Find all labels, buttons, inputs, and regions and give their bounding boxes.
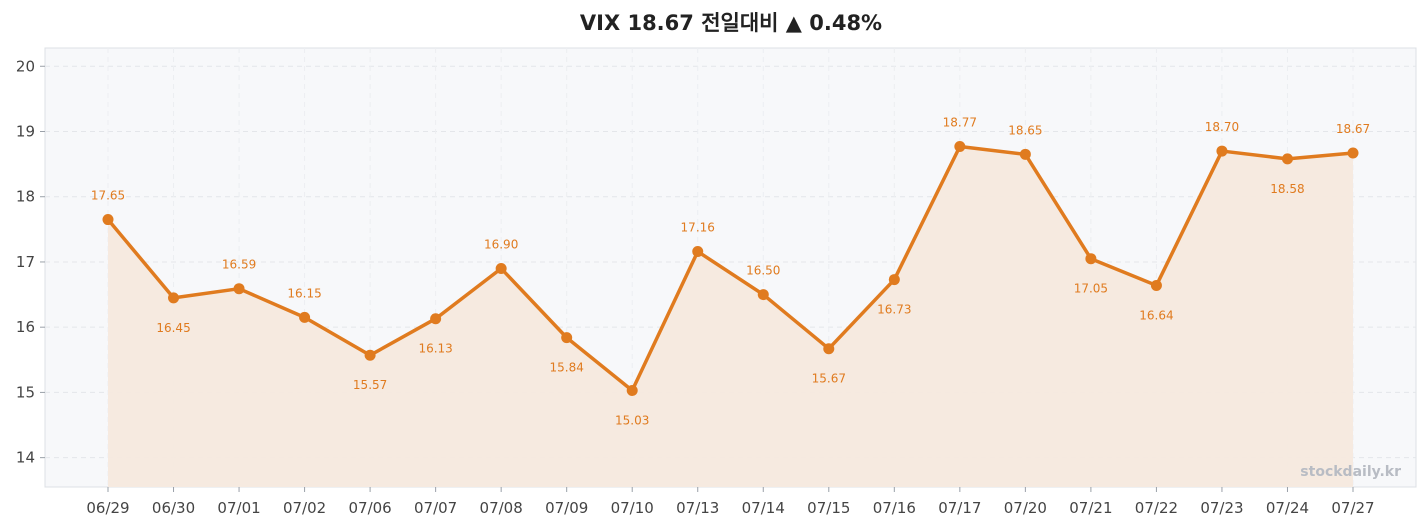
data-point bbox=[233, 283, 245, 295]
point-layer bbox=[102, 140, 1359, 396]
data-label: 15.57 bbox=[353, 378, 387, 392]
y-tick-label: 18 bbox=[16, 188, 35, 206]
x-tick-label: 07/20 bbox=[1004, 499, 1047, 517]
data-label: 16.13 bbox=[418, 342, 452, 356]
data-label: 15.03 bbox=[615, 413, 649, 427]
data-point bbox=[1347, 147, 1359, 159]
data-point bbox=[299, 311, 311, 323]
x-tick-label: 07/27 bbox=[1331, 499, 1374, 517]
data-label: 16.73 bbox=[877, 303, 911, 317]
x-tick-label: 07/08 bbox=[480, 499, 523, 517]
series-line bbox=[106, 144, 1354, 393]
data-point bbox=[430, 313, 442, 325]
x-tick-label: 07/17 bbox=[938, 499, 981, 517]
series-area-fill bbox=[108, 146, 1353, 487]
data-point bbox=[954, 140, 966, 152]
y-tick-label: 19 bbox=[16, 122, 35, 140]
data-point bbox=[364, 349, 376, 361]
data-point bbox=[1150, 279, 1162, 291]
data-label: 18.77 bbox=[943, 115, 977, 129]
x-tick-label: 07/21 bbox=[1069, 499, 1112, 517]
data-label: 15.84 bbox=[550, 361, 584, 375]
x-tick-label: 07/09 bbox=[545, 499, 588, 517]
x-tick-label: 07/10 bbox=[611, 499, 654, 517]
data-point bbox=[1019, 148, 1031, 160]
y-tick-label: 17 bbox=[16, 253, 35, 271]
data-point bbox=[561, 332, 573, 344]
data-point bbox=[168, 292, 180, 304]
data-point bbox=[1216, 145, 1228, 157]
area-layer bbox=[108, 146, 1353, 487]
x-tick-label: 06/29 bbox=[86, 499, 129, 517]
data-point bbox=[1281, 153, 1293, 165]
x-tick-label: 07/14 bbox=[742, 499, 785, 517]
data-label-layer: 17.65 16.45 16.59 16.15 15.57 16.13 16.90 15.84… bbox=[91, 115, 1370, 427]
chart-title: VIX 18.67 전일대비 ▲ 0.48% bbox=[580, 11, 882, 35]
data-point bbox=[823, 343, 835, 355]
x-tick-label: 07/01 bbox=[217, 499, 260, 517]
data-label: 17.16 bbox=[681, 221, 715, 235]
data-label: 18.65 bbox=[1008, 123, 1042, 137]
data-label: 17.65 bbox=[91, 189, 125, 203]
data-label: 16.59 bbox=[222, 258, 256, 272]
data-label: 16.64 bbox=[1139, 308, 1173, 322]
y-tick-label: 16 bbox=[16, 318, 35, 336]
x-tick-label: 07/16 bbox=[873, 499, 916, 517]
x-tick-label: 06/30 bbox=[152, 499, 195, 517]
y-tick-label: 20 bbox=[16, 57, 35, 75]
x-tick-label: 07/22 bbox=[1135, 499, 1178, 517]
watermark: stockdaily.kr bbox=[1300, 464, 1401, 480]
data-label: 16.15 bbox=[287, 286, 321, 300]
data-label: 18.70 bbox=[1205, 120, 1239, 134]
x-axis-ticks: 06/29 06/30 07/01 07/02 07/06 07/07 07/08 07/09… bbox=[86, 487, 1375, 517]
data-point bbox=[692, 246, 704, 258]
y-axis-ticks: 14 15 16 17 18 19 20 bbox=[16, 57, 45, 467]
data-point bbox=[1085, 253, 1097, 265]
data-point bbox=[757, 289, 769, 301]
x-tick-label: 07/02 bbox=[283, 499, 326, 517]
data-label: 15.67 bbox=[812, 372, 846, 386]
x-tick-label: 07/06 bbox=[348, 499, 391, 517]
y-tick-label: 14 bbox=[16, 449, 35, 467]
data-label: 18.67 bbox=[1336, 122, 1370, 136]
data-point bbox=[888, 274, 900, 286]
y-tick-label: 15 bbox=[16, 383, 35, 401]
data-point bbox=[102, 214, 114, 226]
data-point bbox=[495, 262, 507, 274]
data-point bbox=[626, 384, 638, 396]
data-label: 16.90 bbox=[484, 237, 518, 251]
data-label: 18.58 bbox=[1270, 182, 1304, 196]
x-tick-label: 07/07 bbox=[414, 499, 457, 517]
x-tick-label: 07/13 bbox=[676, 499, 719, 517]
x-tick-label: 07/23 bbox=[1200, 499, 1243, 517]
data-label: 16.50 bbox=[746, 264, 780, 278]
x-tick-label: 07/24 bbox=[1266, 499, 1309, 517]
data-label: 16.45 bbox=[156, 321, 190, 335]
line-layer bbox=[106, 144, 1354, 393]
data-label: 17.05 bbox=[1074, 282, 1108, 296]
x-tick-label: 07/15 bbox=[807, 499, 850, 517]
